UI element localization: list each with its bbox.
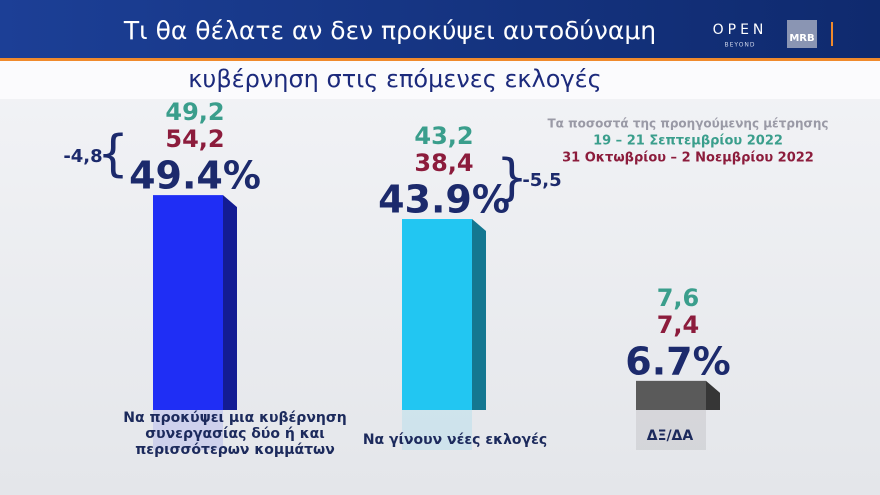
logo-divider xyxy=(831,22,833,46)
logo-pollster: MRB xyxy=(789,33,814,44)
bar-side xyxy=(706,380,720,410)
bar-side xyxy=(223,195,237,410)
brace: } xyxy=(496,149,528,207)
bar-reflection xyxy=(153,410,223,450)
legend-title: Τα ποσοστά της προηγούμενης μέτρησης xyxy=(547,117,828,131)
logo-box xyxy=(787,20,817,48)
bar-reflection xyxy=(636,410,706,450)
bar xyxy=(153,195,223,410)
subtitle-bar xyxy=(0,61,880,99)
change-label: -4,8 xyxy=(63,146,102,167)
bar-side xyxy=(472,219,486,410)
previous-value-label: 7,6 xyxy=(657,284,700,312)
previous-value-label: 7,4 xyxy=(657,311,700,339)
header-rule xyxy=(0,58,880,61)
chart-title: Τι θα θέλατε αν δεν προκύψει αυτοδύναμη xyxy=(123,16,656,45)
logo-tagline: BEYOND xyxy=(724,42,755,49)
value-label: 49.4% xyxy=(129,154,261,198)
value-label: 43.9% xyxy=(378,178,510,222)
value-label: 6.7% xyxy=(625,339,730,383)
category-label: ΔΞ/ΔΑ xyxy=(646,428,694,444)
header-bar xyxy=(0,0,880,58)
bar xyxy=(402,219,472,410)
bar xyxy=(636,380,706,410)
brace: { xyxy=(97,125,129,183)
change-label: -5,5 xyxy=(522,170,561,191)
logo-brand: OPEN xyxy=(713,22,768,38)
previous-value-label: 54,2 xyxy=(165,125,224,153)
previous-value-label: 49,2 xyxy=(165,98,224,126)
previous-value-label: 38,4 xyxy=(414,149,473,177)
previous-value-label: 43,2 xyxy=(414,122,473,150)
legend-entry: 19 – 21 Σεπτεμβρίου 2022 xyxy=(593,134,783,149)
legend-entry: 31 Οκτωβρίου – 2 Νοεμβρίου 2022 xyxy=(562,151,814,166)
category-label: Να γίνουν νέες εκλογές xyxy=(362,432,548,448)
chart-subtitle: κυβέρνηση στις επόμενες εκλογές xyxy=(188,65,601,93)
category-label: Να προκύψει μια κυβέρνηση συνεργασίας δύ… xyxy=(123,410,347,458)
bar-reflection xyxy=(402,410,472,450)
